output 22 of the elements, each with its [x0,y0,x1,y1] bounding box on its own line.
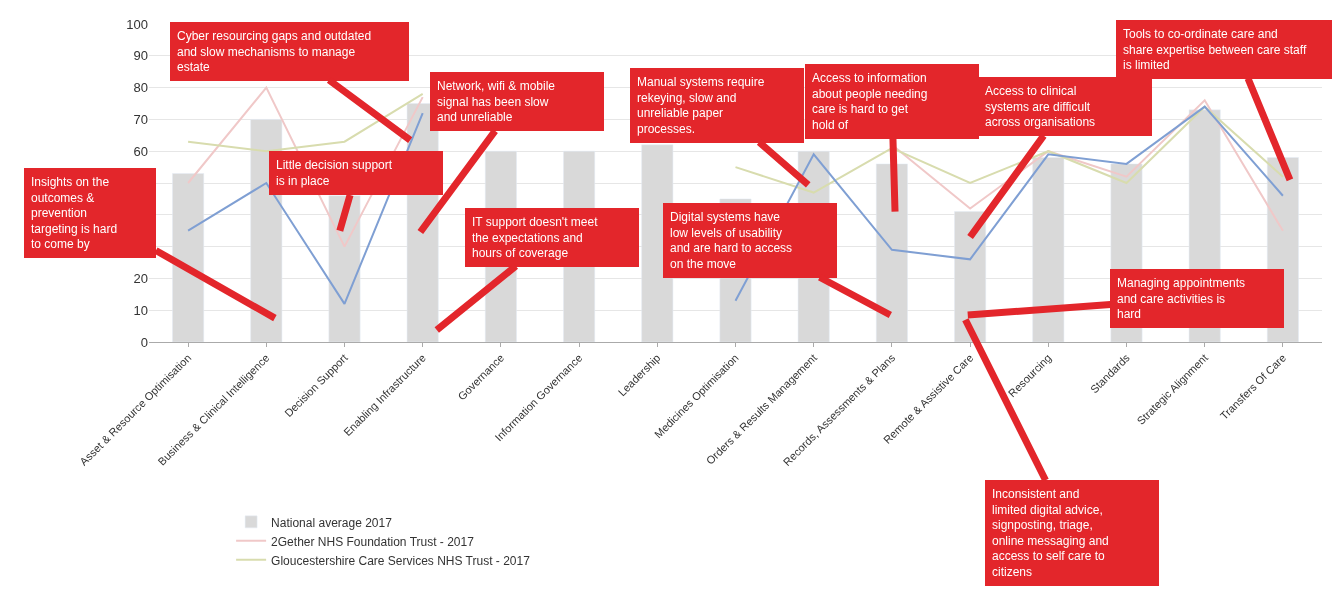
annotation: Managing appointments and care activities is hard [1117,276,1246,322]
annotation: Network, wifi & mobile signal has been slow and unreliable [437,79,556,125]
bar [172,173,204,342]
annotation: Digital systems have low levels of usability and are hard to access on the move [670,210,793,271]
annotation: Access to clinical systems are difficult across organisations [985,84,1096,130]
y-tick-label: 60 [133,143,148,159]
annotation: Cyber resourcing gaps and outdated and slow mechanisms to manage estate [177,29,372,75]
annotation: Access to information about people needing care is hard to get hold of [812,71,928,132]
y-tick-label: 80 [133,80,148,96]
annotation: IT support doesn't meet the expectations and hours of coverage [472,215,599,261]
legend-label: Gloucestershire Care Services NHS Trust - 2017 [271,553,531,568]
y-tick-label: 20 [133,270,148,286]
legend-label: National average 2017 [271,515,393,530]
y-tick-label: 90 [133,48,148,64]
annotation: Tools to co-ordinate care and share expertise between care staff is limited [1123,27,1307,73]
y-tick-label: 10 [133,302,148,318]
legend-label: 2Gether NHS Foundation Trust - 2017 [271,534,475,549]
annotation: Manual systems require rekeying, slow and unreliable paper processes. [637,75,765,136]
y-tick-label: 70 [133,111,148,127]
y-tick-label: 0 [140,334,148,350]
y-tick-label: 100 [126,16,148,32]
annotation: Little decision support is in place [276,158,393,188]
